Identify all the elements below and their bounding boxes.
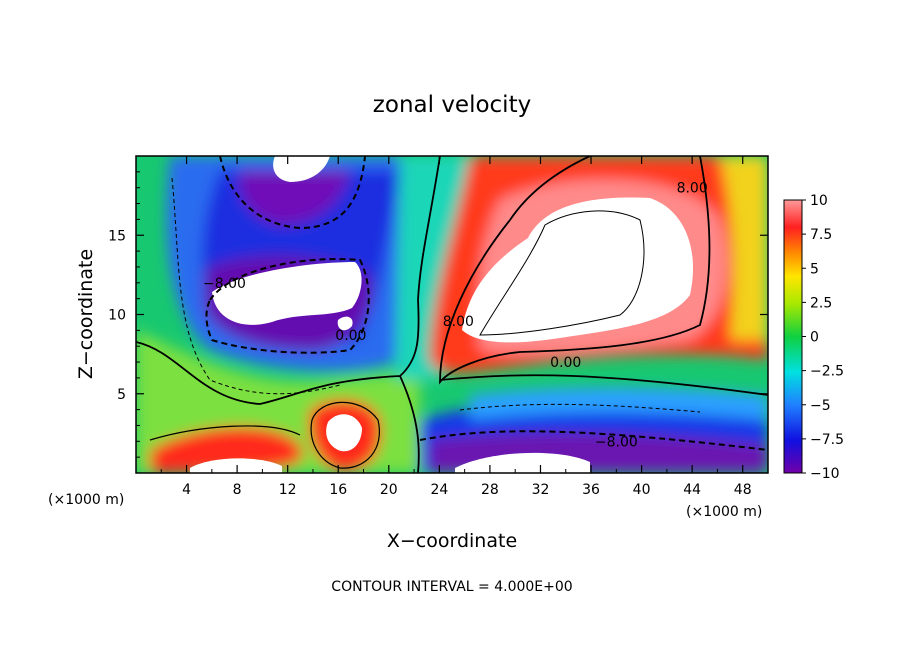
colorbar-label: 10 — [810, 193, 828, 209]
x-tick-label: 40 — [633, 482, 651, 498]
colorbar-ticks: 10 7.5 5 2.5 0 −2.5 −5 −7.5 −10 — [802, 193, 844, 482]
contour-labels: 8.00 −8.00 0.00 8.00 0.00 −8.00 — [203, 181, 708, 451]
colorbar-label: −2.5 — [810, 364, 844, 380]
x-tick-label: 20 — [380, 482, 398, 498]
colorbar-label: 0 — [810, 330, 819, 346]
x-tick-label: 16 — [329, 482, 347, 498]
x-unit-left: (×1000 m) — [48, 492, 124, 508]
contour-label: 0.00 — [335, 328, 366, 344]
y-axis-title: Z−coordinate — [75, 249, 97, 379]
colorbar-label: 2.5 — [810, 295, 832, 311]
contour-label: 8.00 — [677, 181, 708, 197]
x-tick-label: 4 — [182, 482, 191, 498]
x-tick-label: 8 — [233, 482, 242, 498]
x-tick-label: 28 — [481, 482, 499, 498]
x-tick-label: 36 — [582, 482, 600, 498]
y-tick-label: 15 — [108, 228, 126, 244]
contour-label: 8.00 — [443, 314, 474, 330]
colorbar-label: −10 — [810, 466, 840, 482]
x-axis-title: X−coordinate — [387, 530, 517, 552]
contour-lines — [136, 156, 768, 473]
y-tick-label: 5 — [117, 387, 126, 403]
x-tick-label: 12 — [279, 482, 297, 498]
x-tick-label: 24 — [430, 482, 448, 498]
contour-label: 0.00 — [550, 355, 581, 371]
colorbar-label: 7.5 — [810, 227, 832, 243]
velocity-field — [136, 156, 768, 473]
colorbar-label: −7.5 — [810, 432, 844, 448]
y-tick-label: 10 — [108, 308, 126, 324]
x-tick-label: 48 — [734, 482, 752, 498]
contour-interval-note: CONTOUR INTERVAL = 4.000E+00 — [331, 579, 572, 595]
colorbar-label: −5 — [810, 398, 831, 414]
colorbar — [783, 199, 803, 474]
colorbar-label: 5 — [810, 261, 819, 277]
contour-label: −8.00 — [203, 276, 246, 292]
x-unit-right: (×1000 m) — [686, 504, 762, 520]
x-tick-label: 44 — [683, 482, 701, 498]
contour-label: −8.00 — [595, 434, 638, 450]
x-tick-label: 32 — [532, 482, 550, 498]
y-axis-ticks: 5 10 15 — [108, 171, 768, 458]
x-axis-ticks: 4 8 12 16 20 24 28 32 36 40 44 48 — [160, 156, 752, 498]
chart-title: zonal velocity — [373, 92, 531, 118]
